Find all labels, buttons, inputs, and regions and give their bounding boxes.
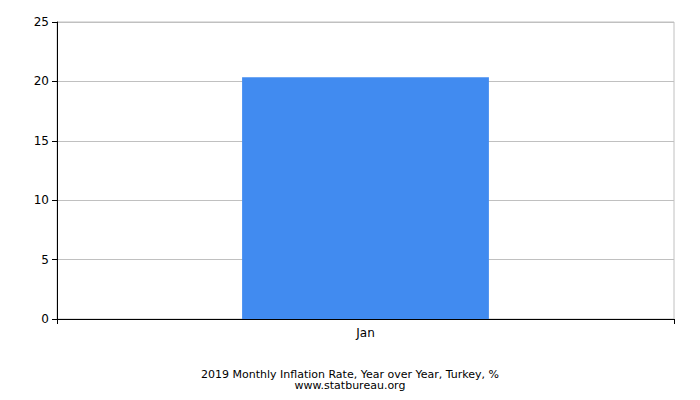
svg-text:2019 Monthly Inflation Rate, Y: 2019 Monthly Inflation Rate, Year over Y… xyxy=(201,368,499,381)
svg-text:5: 5 xyxy=(41,253,49,267)
svg-text:20: 20 xyxy=(34,74,49,88)
svg-text:0: 0 xyxy=(41,312,49,326)
svg-text:15: 15 xyxy=(34,134,49,148)
svg-text:25: 25 xyxy=(34,15,49,29)
svg-text:Jan: Jan xyxy=(355,326,375,340)
svg-text:10: 10 xyxy=(34,193,49,207)
svg-text:www.statbureau.org: www.statbureau.org xyxy=(295,379,406,392)
